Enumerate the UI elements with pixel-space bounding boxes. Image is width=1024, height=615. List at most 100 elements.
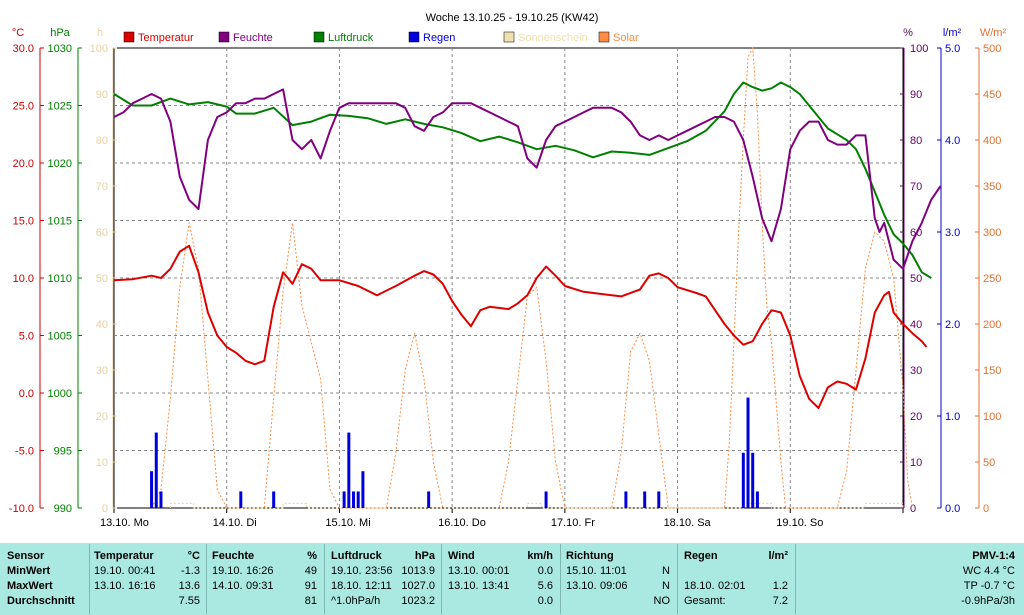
series-luftdruck-line [113, 81, 932, 279]
x-tick-label: 14.10. Di [213, 517, 257, 529]
sunshine-tick-label: 20 [96, 411, 108, 423]
temperatur-unit: °C [187, 550, 200, 562]
temperatur-min-date: 19.10. [94, 565, 125, 577]
series-regen-bar [272, 491, 276, 508]
feuchte-max-time: 09:31 [246, 580, 274, 592]
series-sonnenschein-line [169, 502, 904, 509]
stats-row-labels: Sensor MinWert MaxWert Durchschnitt [7, 546, 87, 614]
temperature-axis-label: °C [12, 27, 24, 39]
row-label-sensor: Sensor [7, 550, 45, 562]
temperatur-title: Temperatur [94, 550, 154, 562]
temperature-tick-label: 15.0 [13, 216, 34, 228]
richtung-min-time: 11:01 [600, 565, 627, 577]
solar-tick-label: 350 [983, 181, 1001, 193]
richtung-min-value: N [662, 565, 670, 577]
humidity-tick-label: 0 [910, 503, 916, 515]
temperatur-max-date: 13.10. [94, 580, 125, 592]
series-regen-bar [342, 491, 346, 508]
legend-label: Luftdruck [328, 32, 374, 44]
wind-min-date: 13.10. [448, 565, 479, 577]
solar-tick-label: 500 [983, 43, 1001, 55]
rain-tick-label: 3.0 [945, 227, 960, 239]
stats-pmv: PMV-1:4 WC 4.4 °C TP -0.7 °C -0.9hPa/3h [800, 546, 1015, 614]
pmv-trend: -0.9hPa/3h [961, 595, 1015, 607]
pressure-tick-label: 1015 [48, 216, 72, 228]
humidity-tick-label: 70 [910, 181, 922, 193]
regen-unit: l/m² [768, 550, 788, 562]
luftdruck-min-value: 1013.9 [401, 565, 435, 577]
humidity-tick-label: 30 [910, 365, 922, 377]
stats-luftdruck: Luftdruck hPa 19.10. 23:56 1013.9 18.10.… [331, 546, 435, 614]
x-tick-label: 13.10. Mo [100, 517, 149, 529]
x-tick-label: 18.10. Sa [664, 517, 712, 529]
series-regen-bar [347, 432, 351, 508]
pressure-axis-label: hPa [50, 27, 70, 39]
luftdruck-max-value: 1027.0 [401, 580, 435, 592]
solar-axis-label: W/m² [980, 27, 1007, 39]
legend-label: Temperatur [138, 32, 194, 44]
legend-label: Solar [613, 32, 639, 44]
legend-label: Regen [423, 32, 455, 44]
legend-swatch [218, 31, 230, 43]
stats-temperatur: Temperatur °C 19.10. 00:41 -1.3 13.10. 1… [94, 546, 200, 614]
feuchte-max-value: 91 [304, 580, 317, 592]
feuchte-avg-value: 81 [304, 595, 317, 607]
regen-total-label: Gesamt: [684, 595, 726, 607]
sunshine-tick-label: 100 [90, 43, 108, 55]
temperature-tick-label: 10.0 [13, 273, 34, 285]
temperatur-max-value: 13.6 [178, 580, 200, 592]
row-label-avg: Durchschnitt [7, 595, 75, 607]
wind-max-date: 13.10. [448, 580, 479, 592]
series-regen-bar [150, 471, 154, 508]
series-regen-bar [154, 432, 158, 508]
sunshine-tick-label: 30 [96, 365, 108, 377]
feuchte-min-date: 19.10. [212, 565, 243, 577]
feuchte-title: Feuchte [212, 550, 255, 562]
regen-max-value: 1.2 [772, 580, 788, 592]
luftdruck-min-date: 19.10. [331, 565, 362, 577]
pmv-tp: TP -0.7 °C [963, 580, 1015, 592]
x-tick-label: 19.10. So [776, 517, 823, 529]
x-tick-label: 15.10. Mi [325, 517, 370, 529]
series-regen-bar [356, 491, 360, 508]
series-regen-bar [657, 491, 661, 508]
luftdruck-max-date: 18.10. [331, 580, 362, 592]
richtung-max-date: 13.10. [566, 580, 597, 592]
temperatur-avg-value: 7.55 [178, 595, 200, 607]
humidity-tick-label: 80 [910, 135, 922, 147]
series-temperatur-line [113, 244, 928, 409]
stats-feuchte: Feuchte % 19.10. 16:26 49 14.10. 09:31 9… [212, 546, 317, 614]
series-regen-bar [751, 452, 755, 508]
temperature-tick-label: 25.0 [13, 101, 34, 113]
pressure-tick-label: 1005 [48, 331, 72, 343]
luftdruck-avg-value: 1023.2 [401, 595, 435, 607]
series-regen-bar [643, 491, 647, 508]
sunshine-tick-label: 40 [96, 319, 108, 331]
series-regen-bar [755, 491, 759, 508]
luftdruck-max-time: 12:11 [365, 580, 392, 592]
pressure-tick-label: 1025 [48, 101, 72, 113]
luftdruck-title: Luftdruck [331, 550, 382, 562]
pressure-tick-label: 1030 [48, 43, 72, 55]
temperatur-max-time: 16:16 [128, 580, 156, 592]
x-tick-label: 17.10. Fr [551, 517, 595, 529]
humidity-tick-label: 90 [910, 89, 922, 101]
series-regen-bar [624, 491, 628, 508]
row-label-max: MaxWert [7, 580, 53, 592]
legend-label: Sonnenschein [518, 32, 588, 44]
richtung-max-value: N [662, 580, 670, 592]
temperature-tick-label: 20.0 [13, 158, 34, 170]
series-feuchte-line [113, 88, 942, 270]
rain-tick-label: 5.0 [945, 43, 960, 55]
pressure-tick-label: 1010 [48, 273, 72, 285]
humidity-tick-label: 20 [910, 411, 922, 423]
series-regen-bar [746, 397, 750, 508]
solar-tick-label: 0 [983, 503, 989, 515]
rain-axis-label: l/m² [943, 27, 962, 39]
temperature-tick-label: -5.0 [15, 446, 34, 458]
humidity-tick-label: 100 [910, 43, 928, 55]
wind-max-time: 13:41 [482, 580, 510, 592]
regen-max-date: 18.10. [684, 580, 715, 592]
pressure-tick-label: 1000 [48, 388, 72, 400]
solar-tick-label: 300 [983, 227, 1001, 239]
